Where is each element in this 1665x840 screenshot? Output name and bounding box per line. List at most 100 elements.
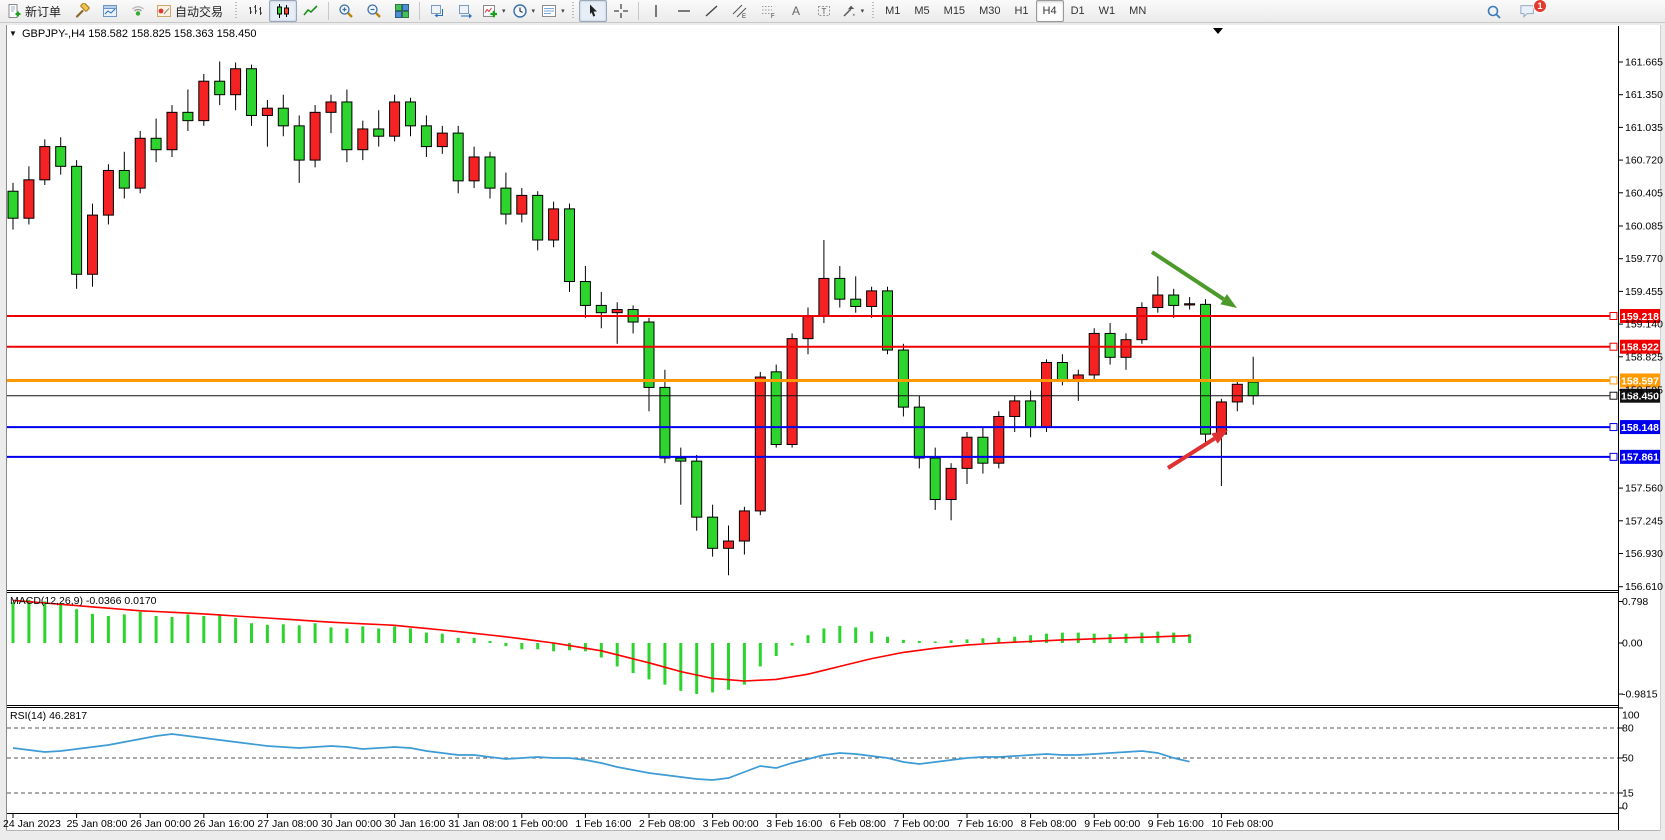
label-tool-button[interactable]: T [810, 0, 838, 22]
timeframe-button-h4[interactable]: H4 [1035, 0, 1064, 22]
chart-menu-arrow-icon[interactable]: ▼ [9, 29, 17, 38]
candle-body [7, 190, 19, 219]
candle-body [834, 277, 846, 300]
candle-body [102, 169, 114, 216]
candle-body [500, 187, 512, 215]
price-chart[interactable]: 159.218 158.922 158.597 158.450 158.148 157.8… [0, 24, 1665, 835]
candle-body [1009, 400, 1021, 417]
cursor-tool-button[interactable] [578, 0, 607, 22]
line-end-marker[interactable] [1609, 423, 1618, 432]
trendline-tool-button[interactable] [698, 0, 726, 22]
green-down-arrow-head[interactable] [1220, 294, 1237, 308]
time-axis[interactable]: 24 Jan 2023 25 Jan 08:00 26 Jan 00:00 26 Ja… [3, 814, 1273, 830]
price-tick-label: 157.245 [1625, 515, 1663, 527]
candle-body [1152, 294, 1164, 308]
candle-body [420, 125, 432, 148]
candlestick-mode-button[interactable] [269, 0, 298, 22]
equidistant-channel-tool-button[interactable]: E [726, 0, 754, 22]
line-end-marker[interactable] [1609, 376, 1618, 385]
line-end-marker[interactable] [1609, 342, 1618, 351]
candle-body [770, 371, 782, 446]
timeframe-button-m5[interactable]: M5 [914, 5, 930, 17]
toolbar-grip [869, 2, 877, 20]
zoom-out-button[interactable] [360, 0, 388, 22]
line-end-marker[interactable] [1609, 311, 1618, 320]
candle-body [1041, 362, 1052, 428]
candle-body [850, 298, 862, 307]
red-up-arrow-annotation[interactable] [1166, 436, 1216, 470]
line-chart-mode-button[interactable] [297, 0, 325, 22]
candle [198, 73, 210, 126]
tile-windows-button[interactable] [388, 0, 416, 22]
fibonacci-tool-button[interactable]: F [754, 0, 782, 22]
toolbar-separator [328, 2, 330, 20]
line-end-marker[interactable] [1609, 391, 1618, 400]
candle [357, 120, 369, 161]
time-tick-label: 30 Jan 00:00 [321, 818, 382, 830]
candle-body [261, 107, 273, 116]
market-watch-button[interactable] [68, 0, 96, 22]
green-down-arrow-annotation[interactable] [1150, 250, 1225, 301]
candle [1104, 323, 1116, 365]
search-button[interactable] [1480, 1, 1508, 23]
price-label-text: 159.218 [1621, 311, 1659, 323]
add-indicator-button[interactable]: ▾ [479, 0, 509, 22]
new-order-button[interactable]: 新订单 [2, 0, 68, 22]
rsi-pane [7, 727, 1618, 794]
auto-trading-button[interactable]: 自动交易 [152, 0, 230, 22]
candle-body [436, 132, 448, 148]
price-tick-label: 158.505 [1625, 385, 1663, 397]
candle [325, 94, 337, 134]
auto-trading-label: 自动交易 [175, 4, 224, 19]
time-tick-label: 8 Feb 08:00 [1021, 818, 1077, 830]
chart-shift-marker-icon[interactable] [1213, 28, 1223, 34]
crosshair-tool-button[interactable] [607, 0, 635, 22]
horizontal-line-tool-button[interactable] [670, 0, 698, 22]
candle [214, 61, 226, 106]
candle [71, 160, 83, 289]
signals-button[interactable] [124, 0, 152, 22]
macd-tick-label: -0.9815 [1622, 689, 1658, 701]
timeframe-button-mn[interactable]: MN [1129, 5, 1147, 17]
add-indicator-icon [482, 3, 498, 19]
auto-scroll-button[interactable] [423, 0, 451, 22]
main-pane [7, 61, 1259, 576]
price-axis[interactable]: 161.665 161.350 161.035 160.720 160.405 160.0… [1618, 57, 1663, 813]
candle [1088, 328, 1100, 381]
candle [516, 188, 528, 223]
dropdown-caret-icon: ▾ [860, 8, 865, 15]
candle-body [1184, 303, 1196, 306]
time-tick-label: 9 Feb 00:00 [1084, 818, 1140, 830]
bar-chart-icon [247, 3, 263, 19]
arrows-tool-button[interactable]: ▾ [838, 0, 868, 22]
bar-chart-mode-button[interactable] [241, 0, 269, 22]
timeframe-button-w1[interactable]: W1 [1098, 5, 1116, 17]
chart-window-button[interactable] [96, 0, 124, 22]
candle-body [818, 277, 830, 317]
pane-separators[interactable] [7, 26, 1619, 830]
periods-button[interactable]: ▾ [509, 0, 539, 22]
rsi-tick-label: 80 [1622, 723, 1634, 735]
timeframe-button-m30[interactable]: M30 [979, 5, 1001, 17]
candle [929, 447, 941, 510]
price-label-box [1620, 420, 1660, 435]
templates-button[interactable]: ▾ [538, 0, 568, 22]
candle [548, 201, 560, 248]
candle-body [1104, 332, 1116, 358]
candle-body [786, 338, 798, 446]
new-order-icon [6, 3, 22, 19]
price-tick-label: 159.770 [1625, 253, 1663, 265]
notifications-button[interactable]: 1 [1514, 0, 1547, 23]
timeframe-button-h1[interactable]: H1 [1014, 5, 1029, 17]
line-end-marker[interactable] [1609, 452, 1618, 461]
chart-shift-button[interactable] [451, 0, 479, 22]
red-up-arrow-head[interactable] [1211, 430, 1228, 444]
text-tool-button[interactable]: A [782, 0, 810, 22]
vertical-line-tool-button[interactable] [642, 0, 670, 22]
timeframe-button-d1[interactable]: D1 [1070, 5, 1085, 17]
zoom-in-button[interactable] [332, 0, 360, 22]
candle-body [452, 132, 464, 182]
timeframe-button-m1[interactable]: M1 [885, 5, 901, 17]
timeframe-button-m15[interactable]: M15 [943, 5, 966, 17]
candle-body [118, 169, 130, 189]
